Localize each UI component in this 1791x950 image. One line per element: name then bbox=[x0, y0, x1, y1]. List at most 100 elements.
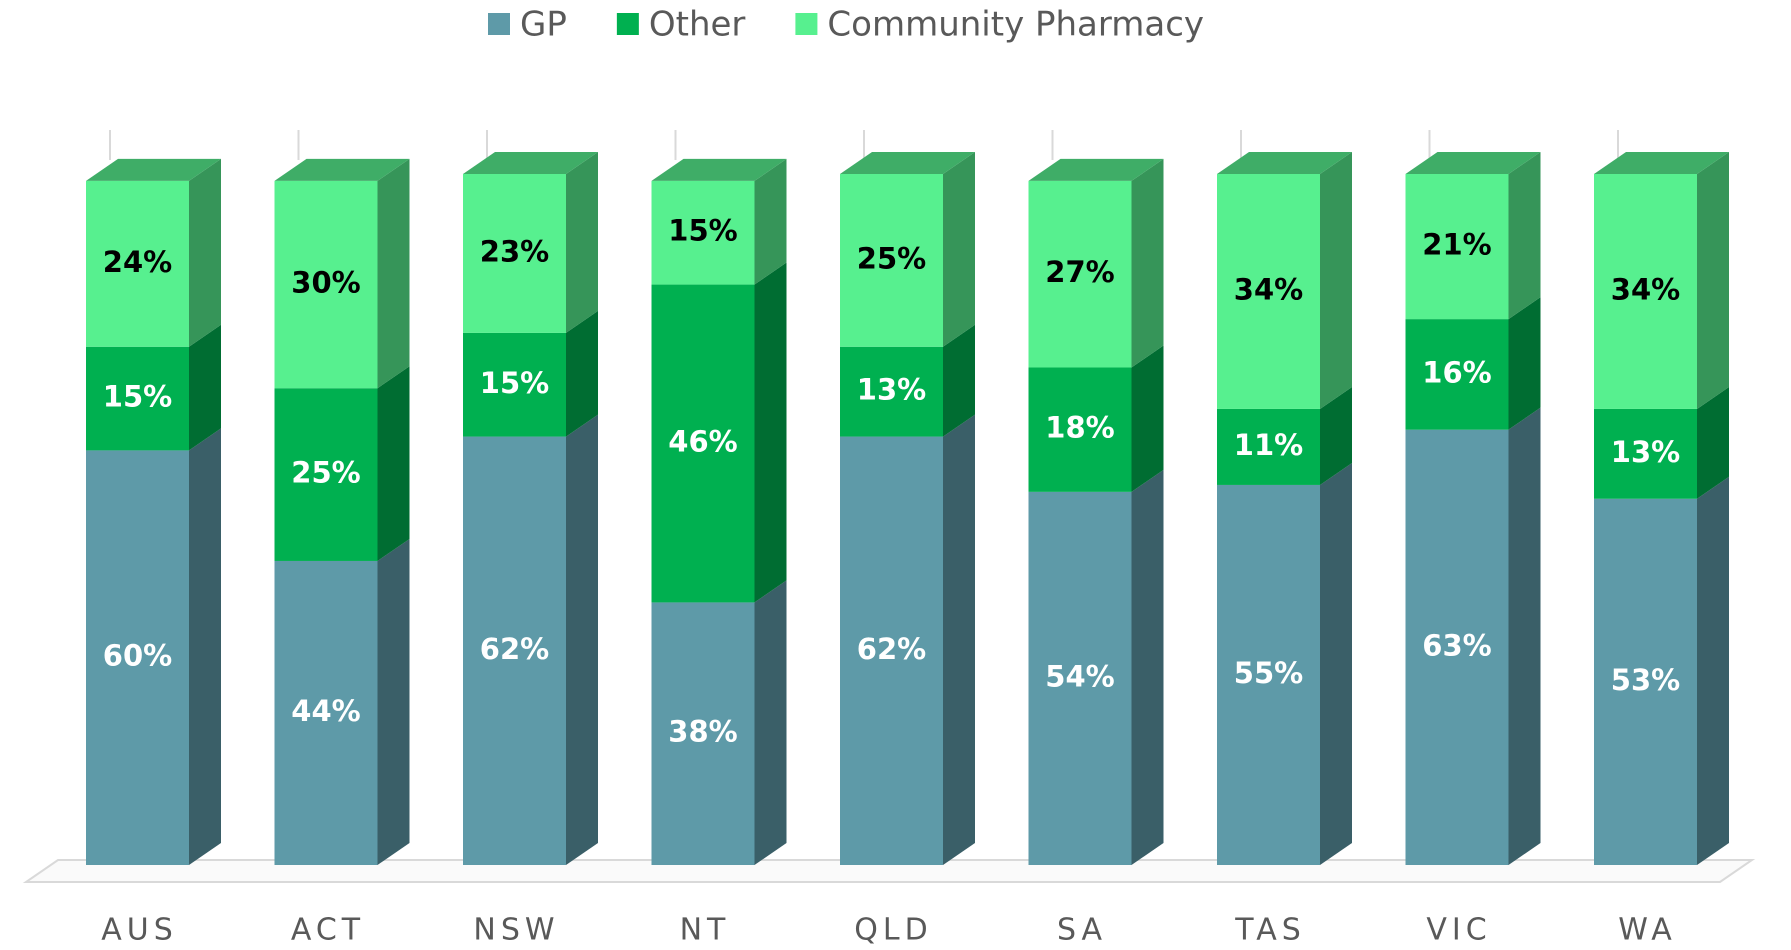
bar-segment bbox=[1405, 152, 1541, 320]
data-label: 34% bbox=[1234, 272, 1303, 306]
bar-side bbox=[1131, 158, 1164, 368]
bar-front bbox=[86, 346, 189, 451]
bar-segment bbox=[651, 262, 787, 603]
bar-front bbox=[1594, 408, 1697, 499]
bar-front bbox=[1217, 408, 1320, 485]
bar-segment bbox=[840, 152, 975, 347]
bar-front bbox=[1028, 491, 1132, 865]
bar-side bbox=[754, 262, 787, 603]
x-tick-label: WA bbox=[1618, 913, 1677, 948]
bar-side bbox=[754, 580, 787, 865]
bar-front bbox=[651, 180, 755, 285]
data-label: 27% bbox=[1045, 255, 1114, 289]
data-label: 62% bbox=[480, 632, 549, 666]
bar-segment bbox=[274, 538, 410, 865]
data-label: 25% bbox=[291, 456, 360, 490]
bar-top bbox=[1217, 152, 1352, 174]
bar-segment bbox=[463, 310, 598, 437]
bar-front bbox=[1594, 498, 1697, 865]
bar-side bbox=[943, 324, 975, 437]
bar-front bbox=[1405, 429, 1509, 865]
bar-side bbox=[1320, 462, 1352, 865]
data-label: 11% bbox=[1234, 428, 1303, 462]
bar-top bbox=[86, 158, 221, 181]
legend-label: Other bbox=[649, 5, 746, 45]
bar-segment bbox=[651, 580, 787, 865]
bar-side bbox=[1508, 152, 1541, 320]
data-label: 15% bbox=[480, 366, 549, 400]
bar-segment bbox=[1028, 345, 1164, 492]
legend-swatch bbox=[488, 13, 510, 35]
bar-side bbox=[1508, 407, 1541, 865]
bar-side bbox=[377, 366, 410, 561]
bar-front bbox=[1405, 319, 1509, 430]
bar-front bbox=[1028, 180, 1132, 368]
bar-segment bbox=[86, 158, 221, 347]
bar-front bbox=[651, 284, 755, 603]
bar-side bbox=[377, 538, 410, 865]
bar-front bbox=[274, 560, 378, 865]
data-label: 13% bbox=[857, 373, 926, 407]
bar-side bbox=[1320, 386, 1352, 485]
data-label: 30% bbox=[291, 266, 360, 300]
data-label: 13% bbox=[1611, 435, 1680, 469]
data-label: 15% bbox=[103, 380, 172, 414]
bar-side bbox=[943, 152, 975, 347]
legend-swatch bbox=[616, 13, 639, 35]
bar-front bbox=[274, 180, 378, 389]
bar-front bbox=[840, 346, 943, 437]
data-label: 18% bbox=[1045, 411, 1114, 445]
bar-segment bbox=[1405, 407, 1541, 865]
bar-segment bbox=[1405, 297, 1541, 430]
bar-side bbox=[1508, 297, 1541, 430]
bar-side bbox=[1131, 469, 1164, 865]
data-label: 34% bbox=[1611, 272, 1680, 306]
bar-segment bbox=[1217, 462, 1352, 865]
bar-side bbox=[1697, 152, 1729, 409]
bar-segment bbox=[1217, 386, 1352, 485]
data-label: 63% bbox=[1422, 628, 1491, 662]
bar-front bbox=[1028, 367, 1132, 492]
x-tick-label: VIC bbox=[1426, 913, 1491, 948]
bar-segment bbox=[86, 324, 221, 451]
bar-front bbox=[463, 436, 566, 865]
bar-top bbox=[840, 152, 975, 174]
x-tick-label: SA bbox=[1057, 913, 1107, 948]
bar-segment bbox=[1028, 158, 1164, 368]
legend-swatch bbox=[795, 13, 818, 35]
bar-segment bbox=[463, 414, 598, 865]
bar-front bbox=[840, 174, 943, 347]
bar-side bbox=[566, 310, 598, 437]
bar-segment bbox=[1217, 152, 1352, 409]
legend-label: GP bbox=[520, 5, 567, 45]
bar-front bbox=[86, 180, 189, 347]
data-label: 23% bbox=[480, 234, 549, 268]
data-label: 60% bbox=[103, 639, 172, 673]
bar-side bbox=[1131, 345, 1164, 492]
data-label: 44% bbox=[291, 694, 360, 728]
bar-front bbox=[1594, 174, 1697, 409]
bar-side bbox=[189, 324, 221, 451]
bar-segment bbox=[651, 158, 787, 285]
bar-top bbox=[651, 158, 787, 181]
bar-side bbox=[566, 414, 598, 865]
bar-front bbox=[1405, 174, 1509, 320]
bar-side bbox=[189, 428, 221, 865]
data-label: 16% bbox=[1422, 355, 1491, 389]
data-label: 54% bbox=[1045, 659, 1114, 693]
bar-side bbox=[1697, 476, 1729, 865]
data-label: 38% bbox=[668, 715, 737, 749]
bar-top bbox=[274, 158, 410, 181]
bar-side bbox=[566, 152, 598, 333]
bar-segment bbox=[1594, 386, 1729, 499]
bar-segment bbox=[274, 366, 410, 561]
bar-front bbox=[1217, 484, 1320, 865]
x-tick-label: NT bbox=[680, 913, 731, 948]
data-label: 25% bbox=[857, 241, 926, 275]
bar-side bbox=[189, 158, 221, 347]
bar-side bbox=[1320, 152, 1352, 409]
x-tick-label: TAS bbox=[1234, 913, 1306, 948]
bar-top bbox=[1405, 152, 1541, 174]
bar-segment bbox=[840, 324, 975, 437]
data-label: 46% bbox=[668, 424, 737, 458]
